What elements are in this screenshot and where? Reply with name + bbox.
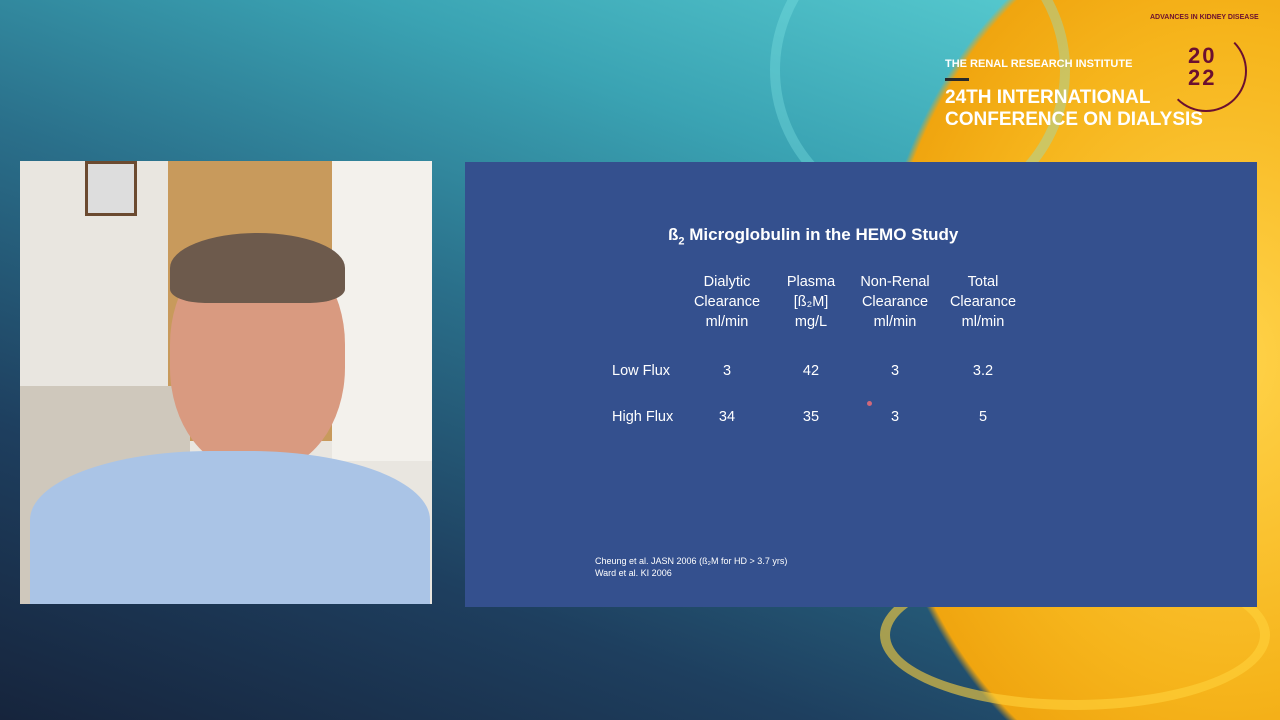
row-label: Low Flux [612, 363, 671, 379]
year-bottom: 22 [1188, 65, 1217, 90]
conference-line-2: CONFERENCE ON DIALYSIS [945, 109, 1203, 130]
table-cell: 42 [802, 363, 820, 379]
divider [945, 78, 969, 81]
speaker-shirt [30, 451, 430, 604]
col-header-total: Total Clearance ml/min [949, 274, 1017, 330]
wall [332, 161, 432, 461]
table-cell: 35 [802, 409, 820, 425]
conference-branding: THE RENAL RESEARCH INSTITUTE 24TH INTERN… [945, 58, 1203, 131]
row-label: High Flux [612, 409, 674, 425]
speaker-hair [170, 233, 345, 303]
presentation-slide: ß2 Microglobulin in the HEMO Study Dialy… [465, 162, 1257, 607]
slide-title: ß2 Microglobulin in the HEMO Study [668, 225, 959, 248]
table-cell: 3 [890, 409, 900, 425]
footnotes: Cheung et al. JASN 2006 (ß₂M for HD > 3.… [595, 555, 787, 579]
picture-frame [85, 161, 137, 216]
table-cell: 3.2 [972, 363, 994, 379]
table-cell: 5 [978, 409, 988, 425]
year-top: 20 [1188, 43, 1217, 68]
conference-line-1: 24TH INTERNATIONAL [945, 87, 1151, 108]
col-header-nonrenal: Non-Renal Clearance ml/min [860, 274, 930, 330]
year-logo: 20 22 [1188, 45, 1216, 89]
table-cell: 3 [722, 363, 732, 379]
footnote: Cheung et al. JASN 2006 (ß₂M for HD > 3.… [595, 556, 788, 566]
year-seal-logo [1165, 30, 1247, 112]
col-header-plasma: Plasma [ß₂M] mg/L [786, 274, 836, 330]
col-header-dialytic: Dialytic Clearance ml/min [693, 274, 761, 330]
institute-name: THE RENAL RESEARCH INSTITUTE [945, 58, 1133, 70]
speaker-video [20, 161, 432, 604]
footnote: Ward et al. KI 2006 [595, 568, 672, 578]
table-cell: 34 [718, 409, 736, 425]
laser-pointer-dot [867, 401, 872, 406]
table-cell: 3 [890, 363, 900, 379]
seal-text: ADVANCES IN KIDNEY DISEASE [1150, 14, 1259, 21]
